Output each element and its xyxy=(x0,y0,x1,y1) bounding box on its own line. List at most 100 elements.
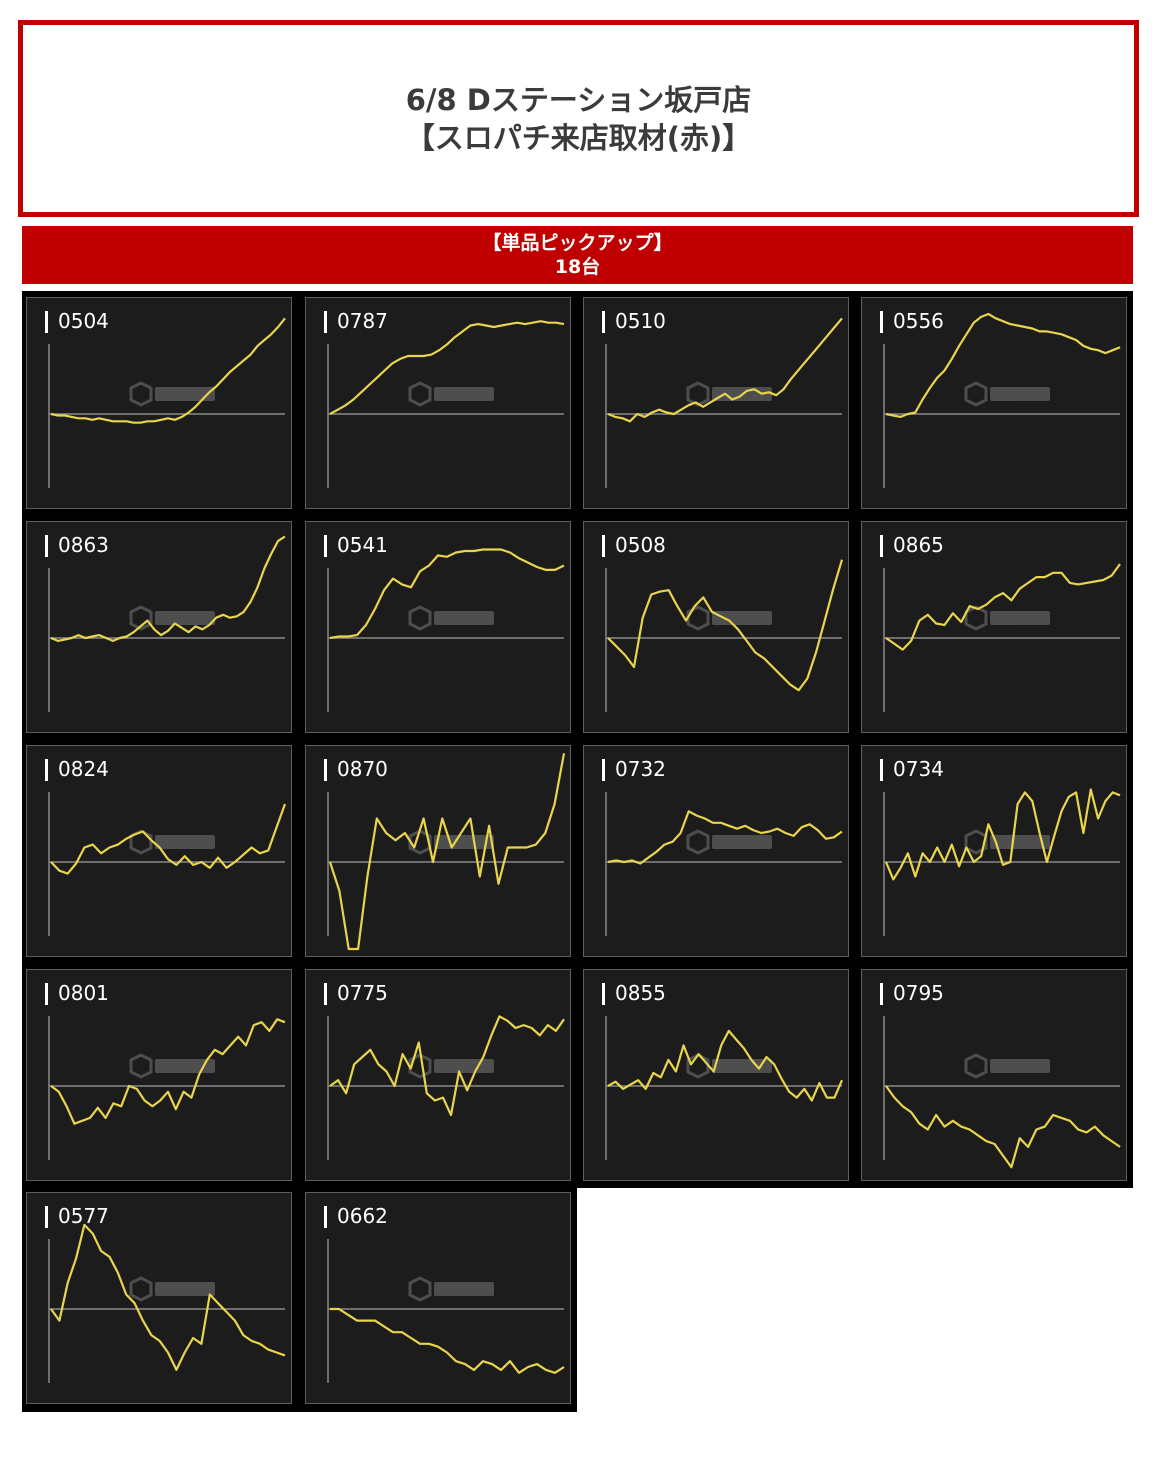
chart-title: 0824 xyxy=(58,757,109,781)
chart-title: 0510 xyxy=(615,309,666,333)
chart-panel-0510: 0510 xyxy=(583,297,849,509)
chart-title: 0732 xyxy=(615,757,666,781)
pickup-banner: 【単品ピックアップ】 18台 xyxy=(22,226,1133,284)
watermark-logo xyxy=(129,829,215,855)
chart-plot xyxy=(327,1239,565,1383)
title-marker xyxy=(324,311,327,333)
chart-panel-0577: 0577 xyxy=(26,1192,292,1404)
chart-title: 0577 xyxy=(58,1204,109,1228)
series-line xyxy=(50,1223,286,1371)
title-marker xyxy=(45,983,48,1005)
title-marker xyxy=(602,983,605,1005)
title-marker xyxy=(45,1206,48,1228)
chart-title: 0795 xyxy=(893,981,944,1005)
chart-plot xyxy=(48,1016,286,1160)
chart-panel-0556: 0556 xyxy=(861,297,1127,509)
chart-plot xyxy=(48,792,287,936)
series-line xyxy=(607,810,843,865)
title-marker xyxy=(45,535,48,557)
chart-panel-0662: 0662 xyxy=(305,1192,571,1404)
series-line xyxy=(885,1085,1121,1169)
series-line xyxy=(885,312,1121,419)
page-subtitle: 【スロパチ来店取材(赤)】 xyxy=(405,120,752,155)
title-marker xyxy=(45,311,48,333)
chart-plot xyxy=(48,535,286,712)
chart-panel-0508: 0508 xyxy=(583,521,849,733)
title-marker xyxy=(880,535,883,557)
chart-panel-0541: 0541 xyxy=(305,521,571,733)
chart-plot xyxy=(327,320,565,488)
title-marker xyxy=(602,759,605,781)
title-marker xyxy=(602,311,605,333)
chart-title: 0662 xyxy=(337,1204,388,1228)
series-line xyxy=(607,317,843,423)
chart-panel-0824: 0824 xyxy=(26,745,292,957)
watermark-logo xyxy=(129,1053,215,1079)
watermark-logo xyxy=(686,829,772,855)
chart-panel-0775: 0775 xyxy=(305,969,571,1181)
chart-plot xyxy=(883,563,1121,712)
chart-title: 0855 xyxy=(615,981,666,1005)
page-title: 6/8 Dステーション坂戸店 xyxy=(405,82,752,117)
series-line xyxy=(50,535,286,643)
title-marker xyxy=(324,535,327,557)
banner-heading: 【単品ピックアップ】 xyxy=(482,232,673,254)
watermark-logo xyxy=(686,605,772,631)
watermark-logo xyxy=(408,381,494,407)
title-marker xyxy=(324,759,327,781)
chart-plot xyxy=(327,1015,565,1160)
chart-plot xyxy=(883,312,1121,488)
chart-plot xyxy=(48,1223,286,1383)
watermark-logo xyxy=(964,381,1050,407)
title-box: 6/8 Dステーション坂戸店 【スロパチ来店取材(赤)】 xyxy=(18,20,1139,217)
chart-title: 0863 xyxy=(58,533,109,557)
chart-panel-0732: 0732 xyxy=(583,745,849,957)
watermark-logo xyxy=(129,1276,215,1302)
chart-title: 0508 xyxy=(615,533,666,557)
watermark-logo xyxy=(686,381,772,407)
series-line xyxy=(50,317,286,424)
chart-panel-0870: 0870 xyxy=(305,745,571,957)
chart-plot xyxy=(605,317,843,488)
chart-title: 0775 xyxy=(337,981,388,1005)
chart-panel-0801: 0801 xyxy=(26,969,292,1181)
chart-plot xyxy=(605,559,844,712)
chart-panel-0855: 0855 xyxy=(583,969,849,1181)
title-marker xyxy=(324,983,327,1005)
chart-panel-0734: 0734 xyxy=(861,745,1127,957)
chart-plot xyxy=(605,792,843,936)
chart-plot xyxy=(605,1016,844,1160)
series-line xyxy=(885,563,1121,651)
chart-plot xyxy=(883,1016,1121,1169)
chart-panel-0795: 0795 xyxy=(861,969,1127,1181)
chart-panel-0865: 0865 xyxy=(861,521,1127,733)
watermark-logo xyxy=(408,605,494,631)
chart-title: 0556 xyxy=(893,309,944,333)
series-line xyxy=(50,803,287,875)
series-line xyxy=(884,788,1121,881)
series-line xyxy=(330,1307,565,1374)
chart-plot xyxy=(327,548,565,712)
chart-title: 0504 xyxy=(58,309,109,333)
chart-title: 0801 xyxy=(58,981,109,1005)
series-line xyxy=(607,1029,844,1102)
chart-panel-0787: 0787 xyxy=(305,297,571,509)
title-marker xyxy=(880,311,883,333)
watermark-logo xyxy=(964,829,1050,855)
chart-title: 0541 xyxy=(337,533,388,557)
chart-panel-0863: 0863 xyxy=(26,521,292,733)
watermark-logo xyxy=(129,381,215,407)
chart-title: 0865 xyxy=(893,533,944,557)
chart-title: 0870 xyxy=(337,757,388,781)
series-line xyxy=(329,548,565,640)
banner-count: 18台 xyxy=(554,256,601,278)
title-marker xyxy=(880,983,883,1005)
series-line xyxy=(329,1015,565,1117)
series-line xyxy=(328,753,566,951)
watermark-logo xyxy=(964,605,1050,631)
series-line xyxy=(50,1018,286,1125)
title-marker xyxy=(602,535,605,557)
series-line xyxy=(329,320,565,415)
chart-panel-0504: 0504 xyxy=(26,297,292,509)
chart-plot xyxy=(327,753,566,951)
